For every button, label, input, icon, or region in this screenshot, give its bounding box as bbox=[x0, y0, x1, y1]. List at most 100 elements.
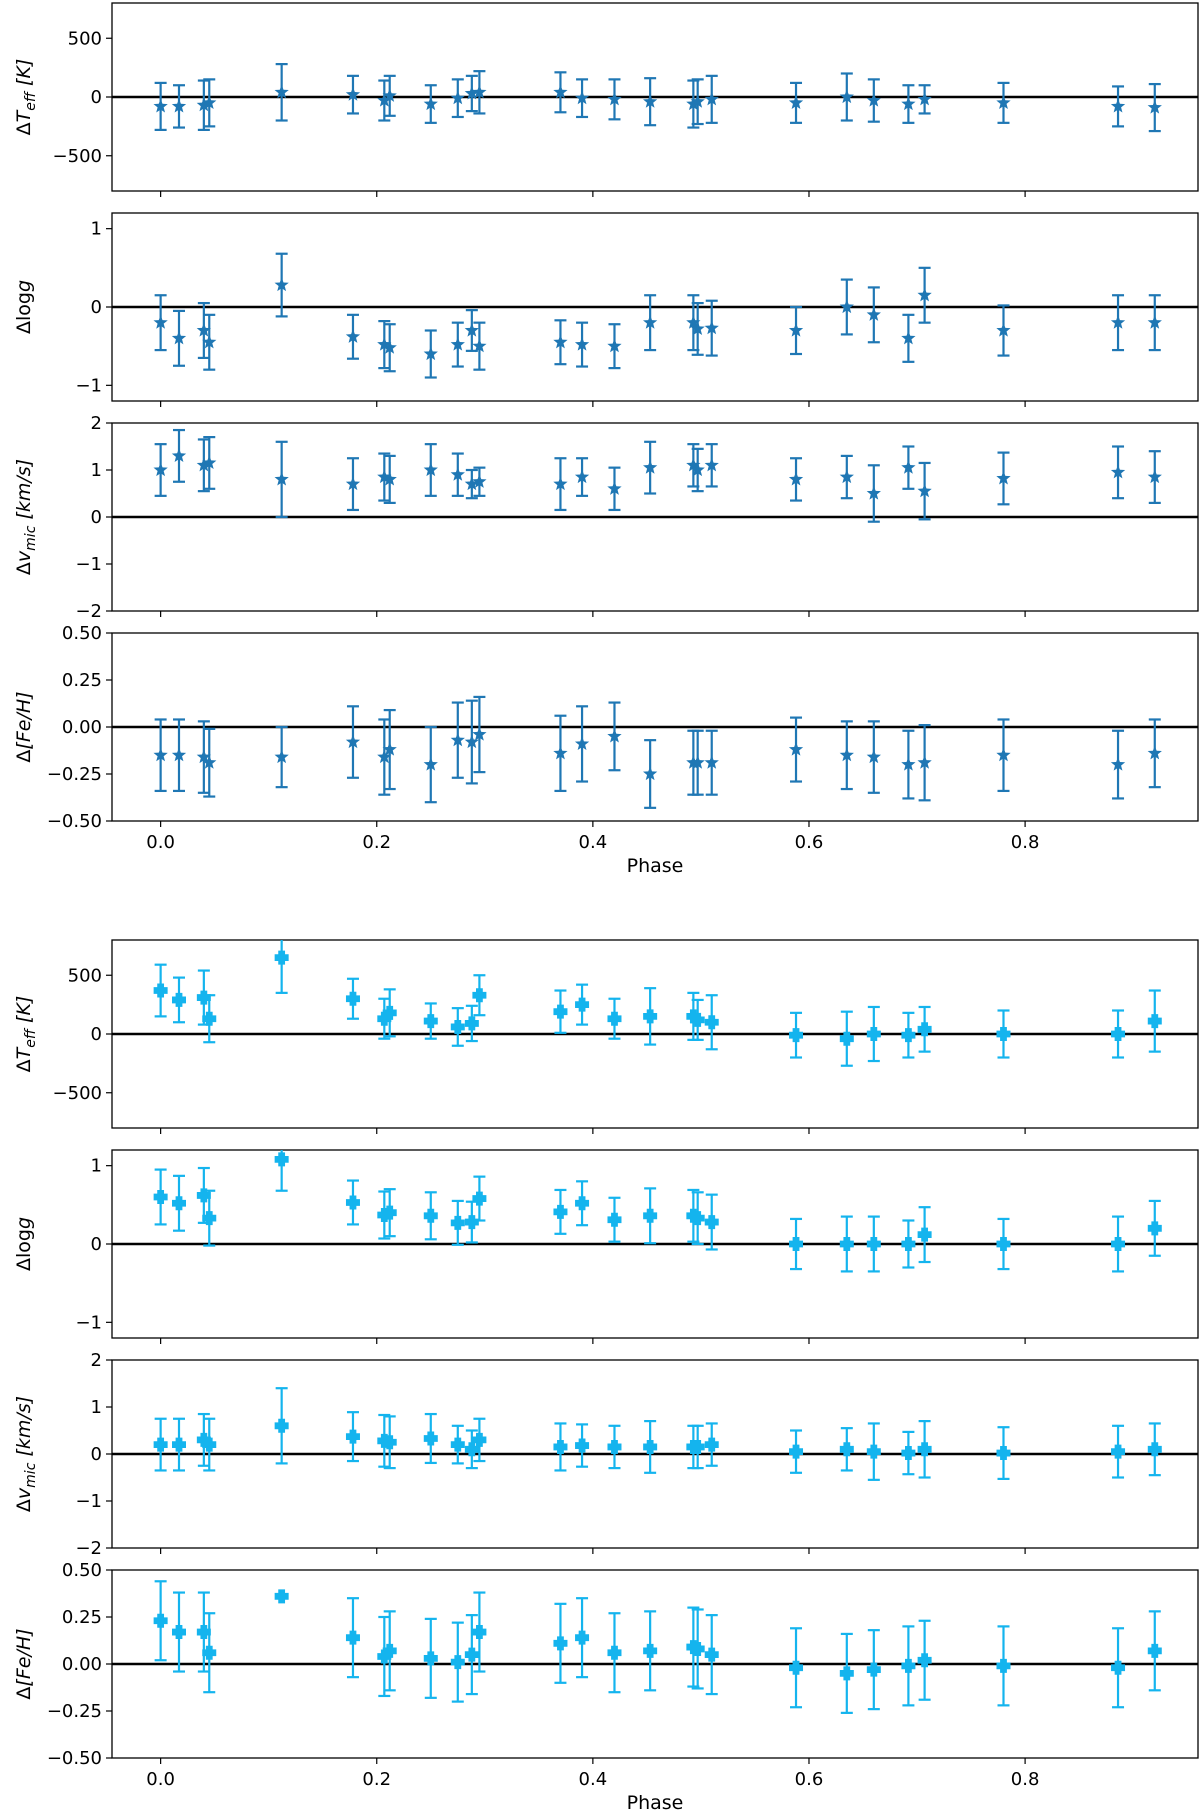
data-point bbox=[553, 714, 568, 793]
data-point bbox=[274, 440, 289, 519]
cross-marker bbox=[607, 1011, 622, 1026]
star-marker bbox=[1110, 98, 1126, 113]
cross-marker bbox=[172, 992, 186, 1007]
star-marker bbox=[643, 94, 658, 108]
star-marker bbox=[472, 84, 487, 99]
data-point bbox=[382, 1415, 397, 1470]
data-point bbox=[1147, 82, 1162, 133]
cross-marker bbox=[607, 1645, 622, 1660]
data-point bbox=[575, 1597, 590, 1679]
star-marker bbox=[643, 766, 658, 781]
data-point bbox=[788, 305, 804, 356]
star-marker bbox=[464, 734, 479, 749]
data-point bbox=[789, 1011, 804, 1059]
cross-marker bbox=[153, 1190, 168, 1204]
x-tick-label: 0.0 bbox=[146, 1769, 175, 1790]
data-point bbox=[202, 436, 217, 490]
data-point bbox=[643, 1187, 658, 1245]
cross-marker bbox=[901, 1028, 916, 1043]
cross-marker bbox=[917, 1022, 932, 1037]
star-marker bbox=[839, 299, 854, 314]
star-marker bbox=[839, 89, 854, 104]
star-marker bbox=[788, 95, 804, 109]
cross-marker bbox=[464, 1215, 479, 1230]
star-marker bbox=[472, 474, 487, 488]
data-point bbox=[643, 987, 658, 1046]
cross-marker bbox=[789, 1660, 804, 1675]
data-point bbox=[553, 1422, 568, 1472]
x-tick-label: 0.6 bbox=[795, 1769, 824, 1790]
star-marker bbox=[472, 338, 487, 353]
cross-marker bbox=[917, 1653, 932, 1668]
data-point bbox=[574, 705, 590, 783]
star-marker bbox=[686, 315, 701, 329]
x-tick-label: 0.2 bbox=[362, 832, 391, 853]
y-tick-label: −0.50 bbox=[47, 1748, 102, 1769]
data-point bbox=[901, 1625, 916, 1707]
data-point bbox=[704, 443, 719, 488]
data-point bbox=[472, 695, 487, 774]
cross-marker bbox=[423, 1208, 438, 1223]
data-point bbox=[196, 720, 211, 794]
data-point bbox=[901, 313, 916, 363]
y-label-var: T bbox=[13, 1046, 35, 1059]
data-point bbox=[643, 77, 658, 127]
data-point bbox=[788, 457, 804, 502]
cross-marker bbox=[196, 1432, 211, 1447]
star-marker bbox=[345, 87, 361, 101]
data-point bbox=[274, 940, 289, 994]
cross-marker bbox=[377, 1011, 392, 1026]
y-tick-label: −2 bbox=[75, 1538, 102, 1559]
star-marker bbox=[996, 470, 1011, 485]
star-marker bbox=[704, 91, 719, 106]
panel-top-teff: −500 0 500 ΔTeff [K] bbox=[13, 2, 1199, 197]
data-point bbox=[704, 1614, 719, 1696]
data-point bbox=[153, 443, 168, 497]
cross-marker bbox=[553, 1004, 568, 1019]
star-marker bbox=[788, 323, 804, 337]
data-point bbox=[575, 983, 590, 1026]
star-marker bbox=[1147, 100, 1162, 114]
data-point bbox=[1147, 718, 1162, 789]
y-tick-label: −1 bbox=[75, 1312, 102, 1333]
cross-marker bbox=[382, 1435, 397, 1450]
data-point bbox=[450, 78, 465, 119]
cross-marker bbox=[690, 1211, 705, 1226]
panel-bottom-logg: −1 0 1 Δlogg bbox=[13, 1149, 1199, 1344]
data-point bbox=[996, 304, 1011, 357]
y-axis-label: Δlogg bbox=[13, 280, 35, 334]
data-point bbox=[643, 440, 658, 495]
data-point bbox=[866, 1005, 881, 1063]
star-marker bbox=[153, 747, 168, 762]
data-point bbox=[171, 84, 187, 129]
panel-bottom-teff: −500 0 500 ΔTeff [K] bbox=[13, 939, 1199, 1134]
star-marker bbox=[345, 476, 361, 491]
star-marker bbox=[382, 340, 397, 354]
cross-marker bbox=[472, 988, 487, 1003]
data-point bbox=[839, 1427, 854, 1472]
star-marker bbox=[690, 94, 705, 108]
star-marker bbox=[202, 334, 217, 349]
data-point bbox=[643, 294, 658, 352]
cross-marker bbox=[423, 1431, 438, 1446]
x-tick-label: 0.8 bbox=[1011, 832, 1040, 853]
star-marker bbox=[345, 329, 361, 343]
star-marker bbox=[171, 448, 187, 462]
y-label-base: Δ bbox=[13, 122, 35, 135]
cross-marker bbox=[575, 1630, 590, 1645]
data-point bbox=[607, 466, 622, 512]
cross-marker bbox=[464, 1442, 479, 1457]
star-marker bbox=[686, 96, 701, 111]
cross-marker bbox=[839, 1442, 854, 1457]
data-point bbox=[607, 1196, 622, 1243]
y-tick-label: 1 bbox=[91, 460, 102, 481]
data-point bbox=[153, 294, 168, 352]
data-point bbox=[1110, 294, 1126, 352]
cross-marker bbox=[553, 1439, 568, 1454]
data-point bbox=[450, 1424, 465, 1465]
x-tick-label: 0.4 bbox=[579, 832, 608, 853]
data-point bbox=[643, 1419, 658, 1474]
cross-marker bbox=[423, 1014, 438, 1029]
cross-marker bbox=[901, 1446, 916, 1461]
panel-top-logg: −1 0 1 Δlogg bbox=[13, 212, 1199, 407]
